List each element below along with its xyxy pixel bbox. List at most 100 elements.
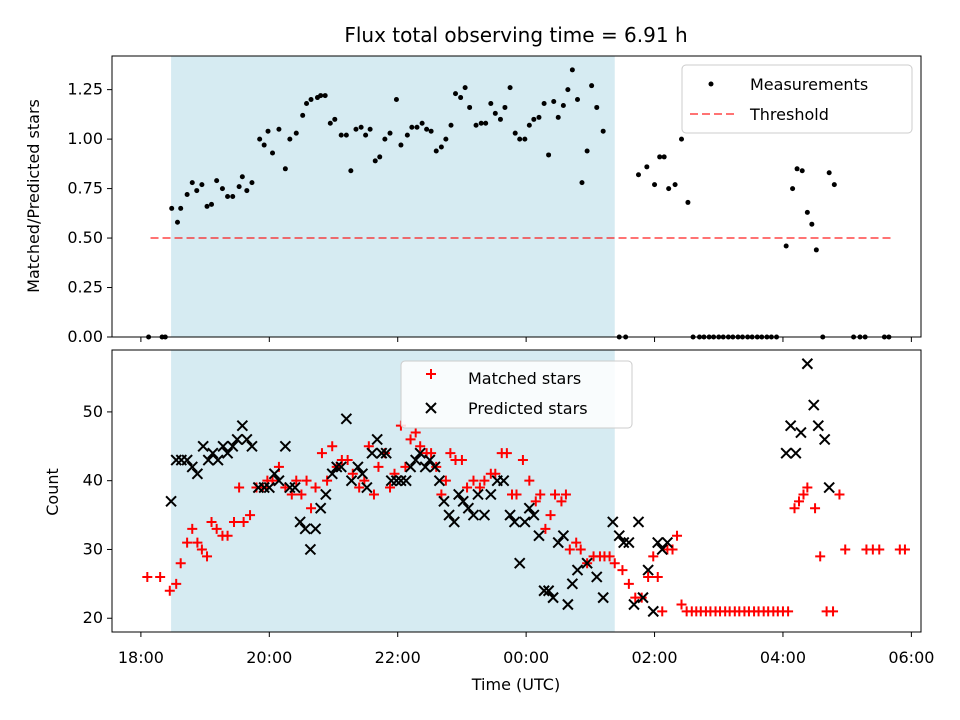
x-tick-label: 06:00 [888, 648, 934, 667]
bottom-y-tick-label: 30 [83, 539, 103, 558]
measurement-point [462, 85, 468, 91]
predicted-star-point [661, 536, 674, 549]
measurement-point [794, 166, 800, 172]
measurement-point [358, 124, 364, 130]
bottom-y-tick-label: 40 [83, 471, 103, 490]
matched-star-point [426, 448, 437, 459]
x-tick-label: 04:00 [760, 648, 806, 667]
measurement-point [372, 158, 378, 164]
measurement-point [512, 130, 518, 136]
predicted-star-point [497, 474, 510, 487]
measurement-point [600, 128, 606, 134]
measurement-point [433, 148, 439, 154]
predicted-star-point [419, 461, 432, 473]
predicted-star-point [202, 454, 215, 466]
matched-star-point [410, 427, 421, 438]
predicted-star-point [448, 516, 460, 528]
measurement-point [194, 188, 200, 194]
measurement-point [685, 199, 691, 205]
measurement-point [799, 168, 805, 174]
predicted-star-point [309, 523, 322, 535]
predicted-star-point [462, 502, 475, 514]
matched-star-point [643, 571, 654, 582]
predicted-star-point [523, 502, 536, 514]
measurement-point [488, 100, 494, 106]
matched-star-point [245, 510, 256, 521]
legend-predicted-label: Predicted stars [468, 399, 588, 418]
measurement-point [287, 136, 293, 142]
predicted-star-point [212, 454, 224, 466]
measurement-point [589, 83, 595, 89]
measurement-point [594, 104, 600, 110]
matched-star-point [530, 496, 541, 507]
predicted-star-point [780, 447, 792, 459]
measurement-point [204, 203, 210, 209]
bottom-y-tick-label: 50 [83, 402, 103, 421]
measurement-point [293, 130, 299, 136]
matched-star-point [540, 523, 551, 534]
measurement-point [526, 122, 532, 128]
measurement-point [265, 128, 271, 134]
measurement-point [652, 182, 658, 188]
matched-star-point [474, 482, 485, 493]
matched-star-point [623, 578, 634, 589]
matched-star-point [511, 489, 522, 500]
measurement-point [377, 154, 383, 160]
matched-star-point [524, 475, 535, 486]
matched-star-point [192, 537, 203, 548]
legend-threshold-label: Threshold [749, 105, 829, 124]
predicted-star-point [618, 536, 630, 549]
predicted-star-point [263, 481, 276, 494]
top-observing-window [171, 56, 615, 337]
predicted-star-point [424, 454, 436, 466]
matched-star-point [676, 599, 687, 610]
measurement-point [565, 87, 571, 93]
matched-star-point [794, 496, 805, 507]
matched-star-point [373, 461, 384, 472]
predicted-star-point [597, 591, 609, 604]
predicted-star-point [453, 488, 465, 501]
predicted-star-point [514, 557, 526, 569]
predicted-star-point [823, 481, 835, 494]
predicted-star-point [241, 433, 253, 446]
predicted-star-point [552, 536, 564, 549]
matched-star-point [301, 475, 312, 486]
predicted-star-point [528, 509, 540, 521]
matched-star-point [445, 448, 456, 459]
predicted-star-point [289, 481, 301, 494]
measurement-point [661, 154, 667, 160]
bottom-legend: Matched stars Predicted stars [400, 360, 633, 429]
matched-star-point [175, 558, 186, 569]
legend-measurements-marker [708, 81, 714, 87]
measurement-point [230, 194, 236, 199]
measurement-point [404, 132, 410, 138]
predicted-star-point [221, 447, 234, 459]
predicted-star-point [352, 461, 364, 473]
measurement-point [826, 170, 832, 176]
measurement-point [387, 130, 393, 136]
bottom-x-ticks: 18:00 20:00 22:00 00:00 02:00 04:00 06:00 [118, 632, 934, 667]
matched-star-point [564, 544, 575, 555]
predicted-star-point [371, 433, 383, 446]
top-y-tick-label: 0.25 [67, 278, 103, 297]
predicted-star-point [457, 495, 469, 508]
predicted-star-point [326, 468, 338, 480]
matched-star-point [462, 482, 473, 493]
predicted-star-point [642, 564, 654, 576]
top-y-ticks: 0.00 0.25 0.50 0.75 1.00 1.25 [67, 80, 112, 346]
matched-star-point [171, 578, 182, 589]
measurement-point [813, 247, 819, 253]
predicted-star-point [361, 481, 373, 494]
measurement-point [178, 205, 184, 211]
predicted-star-point [623, 536, 635, 549]
measurement-point [348, 168, 354, 174]
matched-star-point [490, 468, 501, 479]
measurement-point [244, 188, 250, 194]
legend-matched-label: Matched stars [468, 369, 581, 388]
predicted-star-point [227, 440, 239, 453]
measurement-point [443, 136, 449, 142]
measurement-point [282, 166, 288, 172]
top-y-tick-label: 1.25 [67, 80, 103, 99]
measurement-point [367, 126, 373, 132]
predicted-star-point [385, 474, 398, 487]
